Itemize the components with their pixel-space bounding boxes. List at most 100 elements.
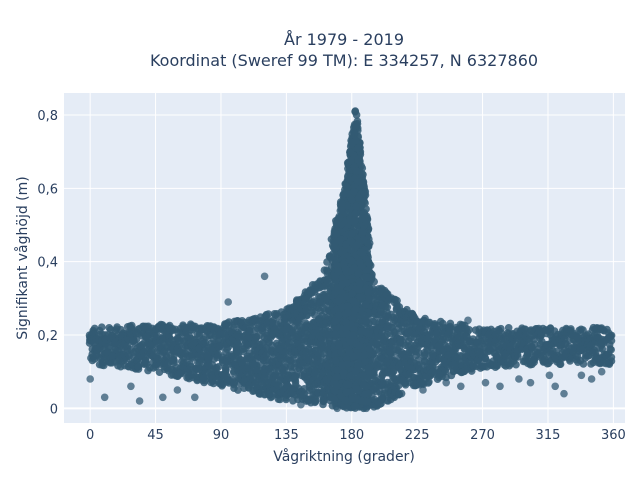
data-point — [362, 218, 371, 227]
data-point — [383, 303, 392, 312]
data-point — [551, 382, 559, 391]
chart-title-line-2: Koordinat (Sweref 99 TM): E 334257, N 63… — [150, 51, 538, 70]
y-tick-label: 0,4 — [37, 256, 58, 271]
data-point — [363, 374, 371, 383]
data-point — [341, 264, 350, 273]
data-point — [224, 298, 232, 306]
data-point — [343, 183, 352, 191]
data-point — [350, 187, 358, 196]
data-point — [351, 121, 360, 130]
data-point — [204, 355, 213, 364]
data-point — [356, 280, 364, 288]
data-point — [127, 382, 135, 391]
x-tick-label: 90 — [213, 428, 230, 443]
data-point — [419, 386, 427, 394]
data-point — [276, 395, 284, 404]
data-point — [335, 311, 343, 319]
data-point — [352, 136, 360, 145]
data-point — [264, 310, 273, 318]
data-point — [358, 228, 367, 236]
data-point — [342, 240, 350, 249]
data-point — [350, 264, 358, 272]
data-point — [170, 356, 178, 365]
data-point — [425, 378, 433, 386]
data-point — [347, 256, 356, 265]
data-point — [504, 324, 513, 332]
data-point — [356, 258, 364, 267]
data-point — [577, 371, 586, 380]
data-point — [597, 367, 606, 376]
data-point — [351, 209, 360, 218]
data-point — [545, 371, 554, 380]
data-point — [351, 402, 359, 411]
data-point — [338, 361, 347, 369]
data-point — [362, 404, 371, 413]
data-point — [297, 400, 305, 409]
x-tick-label: 360 — [601, 428, 626, 443]
data-point — [332, 230, 341, 238]
data-point — [607, 353, 616, 362]
data-point — [351, 216, 359, 225]
data-point — [353, 178, 362, 186]
data-point — [346, 337, 355, 346]
y-tick-labels: 00,20,40,60,8 — [37, 109, 58, 417]
data-point — [339, 368, 348, 377]
data-point — [331, 272, 340, 281]
data-point — [363, 273, 372, 282]
data-point — [332, 219, 341, 228]
data-point — [337, 347, 346, 356]
data-point — [348, 290, 356, 298]
data-point — [384, 397, 392, 405]
data-point — [352, 241, 361, 250]
x-tick-label: 45 — [147, 428, 164, 443]
data-point — [352, 385, 361, 393]
data-point — [352, 167, 361, 175]
data-point — [356, 158, 364, 167]
data-point — [556, 360, 565, 369]
chart-title-line-1: År 1979 - 2019 — [284, 30, 404, 49]
data-point — [342, 324, 350, 333]
data-point — [348, 395, 357, 403]
data-point — [606, 345, 614, 353]
data-point — [342, 318, 350, 327]
data-point — [352, 111, 361, 119]
data-point — [344, 308, 352, 317]
data-point — [218, 382, 226, 390]
data-point — [349, 331, 357, 340]
data-point — [457, 382, 465, 391]
data-point — [363, 398, 372, 406]
x-tick-labels: 0 45 90 135 180 225 270 315 360 — [86, 428, 626, 443]
data-point — [526, 378, 535, 387]
data-point — [358, 249, 367, 257]
data-point — [337, 199, 346, 207]
data-point — [331, 239, 339, 247]
y-tick-label: 0,2 — [37, 329, 58, 344]
data-point — [333, 404, 342, 413]
data-point — [364, 288, 372, 297]
data-point — [414, 356, 423, 364]
x-tick-label: 270 — [470, 428, 495, 443]
data-point — [135, 397, 144, 405]
data-point — [331, 256, 340, 265]
data-point — [338, 274, 346, 283]
data-point — [606, 333, 614, 341]
data-point — [464, 316, 472, 325]
data-point — [357, 327, 366, 336]
data-point — [86, 375, 94, 383]
data-point — [142, 357, 150, 365]
data-point — [361, 351, 369, 359]
x-tick-label: 315 — [536, 428, 561, 443]
data-point — [361, 390, 369, 398]
data-point — [173, 386, 182, 394]
data-point — [108, 352, 117, 360]
data-point — [520, 325, 529, 334]
data-points — [85, 107, 616, 413]
data-point — [354, 270, 362, 278]
data-point — [349, 352, 358, 361]
data-point — [365, 345, 373, 353]
data-point — [331, 317, 339, 325]
data-point — [260, 272, 269, 281]
data-point — [579, 360, 588, 368]
data-point — [347, 245, 355, 254]
